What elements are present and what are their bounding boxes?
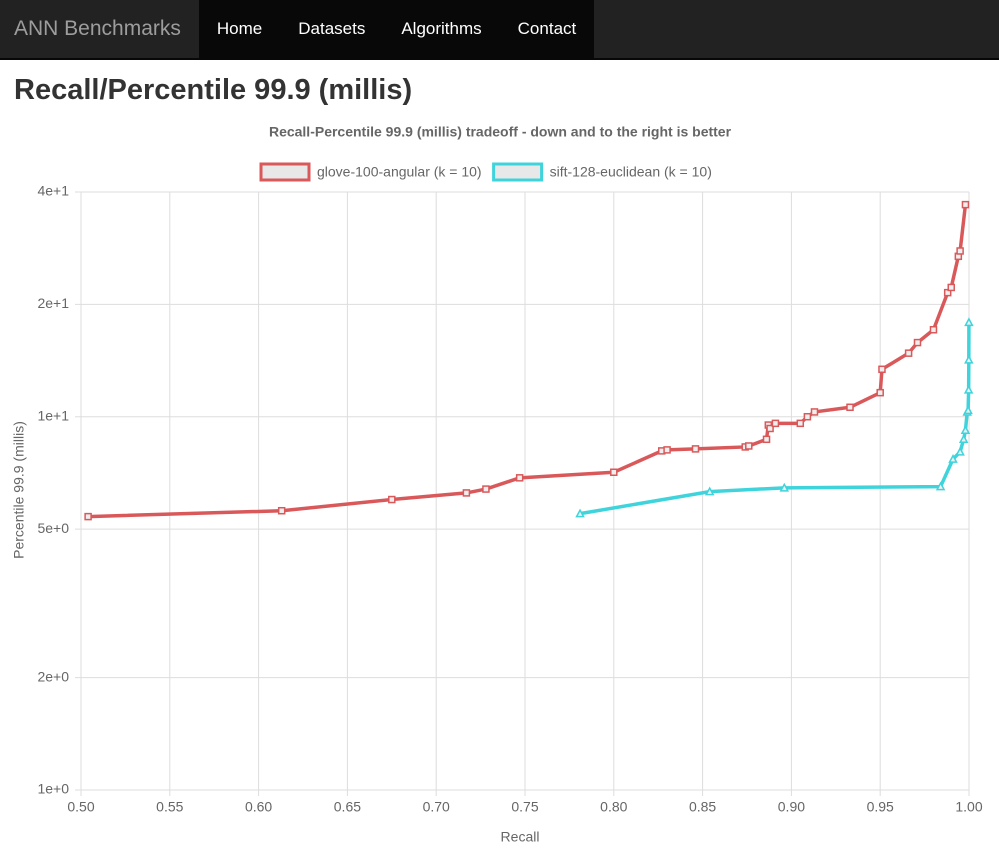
point — [462, 489, 471, 497]
y-tick-label: 4e+1 — [37, 183, 69, 199]
point — [762, 435, 771, 444]
legend-label: sift-128-euclidean (k = 10) — [550, 164, 712, 180]
point — [935, 481, 946, 491]
point — [876, 388, 884, 397]
y-axis-title: Percentile 99.9 (millis) — [11, 421, 27, 559]
nav-item[interactable]: Home — [216, 19, 263, 38]
point — [904, 349, 913, 357]
series-line — [88, 204, 968, 519]
x-tick-label: 0.55 — [156, 799, 183, 815]
point — [663, 446, 671, 454]
point — [948, 454, 958, 463]
chart-title: Recall-Percentile 99.9 (millis) tradeoff… — [269, 124, 732, 140]
nav-items: Home Datasets Algorithms Contact — [198, 0, 595, 58]
x-tick-label: 0.60 — [245, 799, 272, 815]
point — [771, 419, 780, 428]
point — [961, 200, 970, 209]
point — [810, 408, 819, 416]
point — [796, 419, 805, 428]
point — [960, 425, 971, 434]
y-tick-label: 2e+0 — [37, 668, 69, 684]
point — [963, 384, 974, 394]
x-tick-label: 0.70 — [423, 799, 450, 815]
point — [745, 442, 753, 450]
x-tick-label: 0.90 — [778, 799, 805, 815]
point — [575, 508, 585, 518]
point — [691, 445, 700, 453]
x-tick-label: 1.00 — [955, 799, 982, 815]
x-axis-title: Recall — [501, 829, 540, 845]
x-tick-label: 0.95 — [867, 799, 894, 815]
point — [610, 468, 618, 477]
point — [956, 247, 964, 255]
point — [964, 317, 974, 327]
point — [958, 434, 969, 444]
point — [704, 486, 715, 496]
x-tick-label: 0.85 — [689, 799, 716, 815]
point — [803, 412, 812, 421]
legend-label: glove-100-angular (k = 10) — [317, 164, 482, 180]
x-tick-label: 0.50 — [67, 799, 94, 815]
x-tick-label: 0.80 — [600, 799, 627, 815]
point — [779, 482, 790, 492]
y-tick-label: 5e+0 — [37, 520, 69, 536]
x-tick-label: 0.75 — [511, 799, 538, 815]
legend-swatch — [259, 162, 311, 182]
point — [515, 474, 524, 482]
point — [84, 512, 92, 521]
point — [482, 485, 490, 493]
point — [929, 326, 938, 334]
page-heading: Recall/Percentile 99.9 (millis) — [14, 74, 413, 106]
chart: Recall-Percentile 99.9 (millis) tradeoff… — [11, 124, 983, 845]
legend-swatch — [492, 162, 544, 182]
point — [388, 495, 396, 504]
navbar: ANN Benchmarks Home Datasets Algorithms … — [0, 0, 999, 60]
point — [846, 403, 854, 412]
nav-item[interactable]: Contact — [517, 19, 577, 38]
point — [964, 354, 974, 364]
nav-item[interactable]: Algorithms — [401, 19, 482, 38]
point — [277, 506, 286, 515]
brand[interactable]: ANN Benchmarks — [14, 17, 181, 40]
x-tick-label: 0.65 — [334, 799, 361, 815]
point — [955, 446, 965, 456]
point — [766, 424, 774, 433]
y-tick-label: 1e+0 — [37, 781, 69, 797]
y-tick-label: 1e+1 — [37, 407, 69, 423]
point — [947, 283, 955, 292]
point — [878, 365, 886, 374]
point — [963, 405, 973, 415]
nav-item[interactable]: Datasets — [298, 19, 366, 38]
point — [913, 338, 922, 347]
y-tick-label: 2e+1 — [37, 295, 69, 311]
